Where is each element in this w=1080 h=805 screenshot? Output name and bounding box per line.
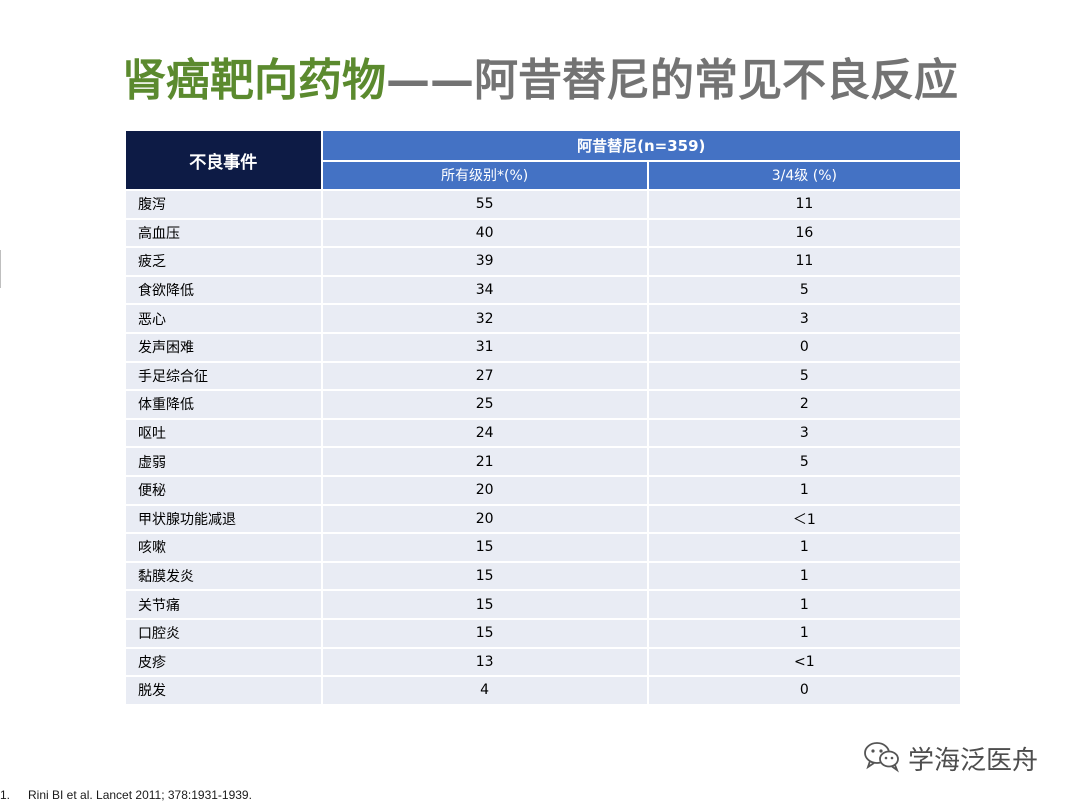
grade-3-4-value: 1 <box>648 476 960 504</box>
event-name: 呕吐 <box>126 419 321 447</box>
event-name: 恶心 <box>126 305 321 332</box>
grade-3-4-value: 3 <box>648 419 960 447</box>
grade-3-4-value: <1 <box>648 648 960 676</box>
event-name: 虚弱 <box>126 448 321 475</box>
table-row: 疲乏 39 11 <box>126 248 960 275</box>
all-grades-value: 39 <box>322 248 647 275</box>
all-grades-value: 15 <box>322 534 647 561</box>
grade-3-4-value: 0 <box>648 333 960 361</box>
all-grades-value: 13 <box>322 648 647 676</box>
grade-3-4-value: 1 <box>648 591 960 618</box>
event-name: 皮疹 <box>126 648 321 676</box>
table-body: 腹泻 55 11 高血压 40 16 疲乏 39 11 食欲降低 34 5 恶心 32 3 发声困难 31 0 手足… <box>126 191 960 704</box>
table-row: 脱发 4 0 <box>126 677 960 704</box>
event-name: 手足综合征 <box>126 362 321 390</box>
event-name: 脱发 <box>126 677 321 704</box>
event-name: 发声困难 <box>126 333 321 361</box>
grade-3-4-value: 1 <box>648 562 960 590</box>
grade-3-4-value: 11 <box>648 248 960 275</box>
grade-3-4-value: 5 <box>648 448 960 475</box>
wechat-icon <box>862 739 902 777</box>
header-adverse-event: 不良事件 <box>126 131 321 189</box>
table-row: 咳嗽 15 1 <box>126 534 960 561</box>
all-grades-value: 21 <box>322 448 647 475</box>
table-row: 发声困难 31 0 <box>126 333 960 361</box>
event-name: 口腔炎 <box>126 619 321 647</box>
grade-3-4-value: 1 <box>648 619 960 647</box>
all-grades-value: 24 <box>322 419 647 447</box>
all-grades-value: 15 <box>322 562 647 590</box>
grade-3-4-value: ＜1 <box>648 505 960 533</box>
event-name: 咳嗽 <box>126 534 321 561</box>
table-row: 手足综合征 27 5 <box>126 362 960 390</box>
table-row: 呕吐 24 3 <box>126 419 960 447</box>
footnote: 1. Rini BI et al. Lancet 2011; 378:1931-1… <box>0 788 252 802</box>
all-grades-value: 15 <box>322 591 647 618</box>
all-grades-value: 20 <box>322 505 647 533</box>
all-grades-value: 4 <box>322 677 647 704</box>
footnote-text: Rini BI et al. Lancet 2011; 378:1931-193… <box>28 788 252 802</box>
all-grades-value: 32 <box>322 305 647 332</box>
table-row: 皮疹 13 <1 <box>126 648 960 676</box>
all-grades-value: 40 <box>322 219 647 247</box>
title-part1: 肾癌靶向药物 <box>122 55 386 106</box>
grade-3-4-value: 2 <box>648 391 960 418</box>
grade-3-4-value: 5 <box>648 362 960 390</box>
all-grades-value: 27 <box>322 362 647 390</box>
table-row: 便秘 20 1 <box>126 476 960 504</box>
footnote-number: 1. <box>0 788 11 802</box>
grade-3-4-value: 1 <box>648 534 960 561</box>
table-row: 关节痛 15 1 <box>126 591 960 618</box>
table-row: 口腔炎 15 1 <box>126 619 960 647</box>
header-grade-3-4: 3/4级 (%) <box>648 161 960 189</box>
table-row: 高血压 40 16 <box>126 219 960 247</box>
edge-marker <box>0 250 1 288</box>
all-grades-value: 25 <box>322 391 647 418</box>
all-grades-value: 34 <box>322 276 647 304</box>
watermark: 学海泛医舟 <box>862 740 1038 776</box>
event-name: 便秘 <box>126 476 321 504</box>
event-name: 腹泻 <box>126 191 321 218</box>
grade-3-4-value: 11 <box>648 191 960 218</box>
table-row: 虚弱 21 5 <box>126 448 960 475</box>
table-row: 恶心 32 3 <box>126 305 960 332</box>
grade-3-4-value: 5 <box>648 276 960 304</box>
grade-3-4-value: 3 <box>648 305 960 332</box>
adverse-events-table: 不良事件 阿昔替尼(n=359) 所有级别*(%) 3/4级 (%) 腹泻 55 1… <box>124 129 962 706</box>
event-name: 甲状腺功能减退 <box>126 505 321 533</box>
table-row: 腹泻 55 11 <box>126 191 960 218</box>
event-name: 黏膜发炎 <box>126 562 321 590</box>
watermark-text: 学海泛医舟 <box>908 745 1039 776</box>
event-name: 体重降低 <box>126 391 321 418</box>
table-row: 黏膜发炎 15 1 <box>126 562 960 590</box>
page-title: 肾癌靶向药物——阿昔替尼的常见不良反应 <box>0 44 1080 108</box>
event-name: 关节痛 <box>126 591 321 618</box>
event-name: 食欲降低 <box>126 276 321 304</box>
grade-3-4-value: 16 <box>648 219 960 247</box>
table-row: 食欲降低 34 5 <box>126 276 960 304</box>
all-grades-value: 15 <box>322 619 647 647</box>
all-grades-value: 20 <box>322 476 647 504</box>
all-grades-value: 55 <box>322 191 647 218</box>
grade-3-4-value: 0 <box>648 677 960 704</box>
event-name: 疲乏 <box>126 248 321 275</box>
header-drug: 阿昔替尼(n=359) <box>322 131 960 160</box>
header-all-grades: 所有级别*(%) <box>322 161 647 189</box>
title-part2: ——阿昔替尼的常见不良反应 <box>386 55 958 106</box>
all-grades-value: 31 <box>322 333 647 361</box>
table-row: 甲状腺功能减退 20 ＜1 <box>126 505 960 533</box>
table-row: 体重降低 25 2 <box>126 391 960 418</box>
event-name: 高血压 <box>126 219 321 247</box>
